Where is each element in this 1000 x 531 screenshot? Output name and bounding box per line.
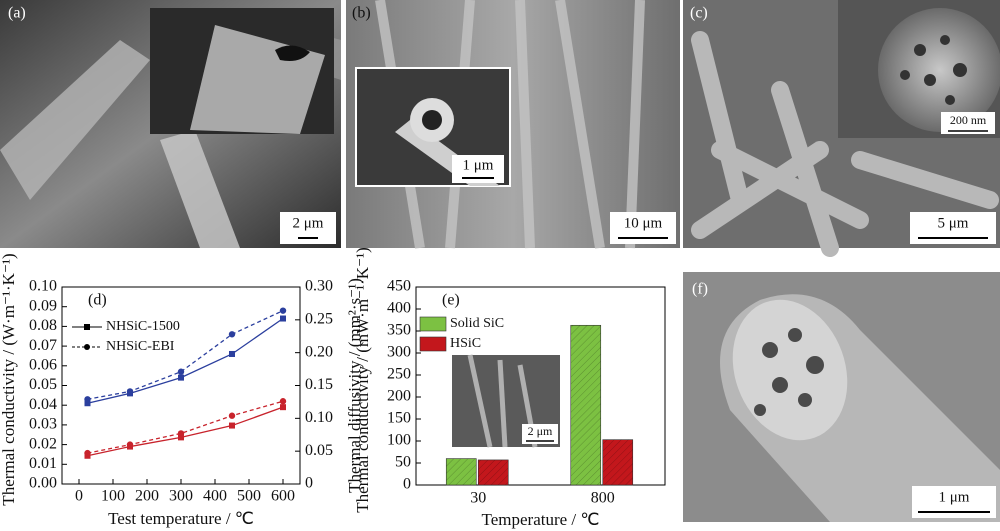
- y-tick-label: 0.02: [29, 435, 57, 452]
- legend-swatch: [419, 316, 447, 332]
- panel-label: (d): [88, 292, 107, 309]
- y-tick-label: 250: [387, 366, 411, 383]
- sem-panel-c: (c) 200 nm 5 μm: [683, 0, 1000, 257]
- point: [178, 374, 184, 381]
- legend-swatch: [419, 336, 447, 352]
- y-tick-label: 0.08: [29, 317, 57, 334]
- scale-bar-label: 10 μm: [624, 215, 663, 231]
- scale-bar-label: 1 μm: [939, 489, 970, 505]
- sem-panel-f: (f) 1 μm: [683, 272, 1000, 522]
- bar-hatch: [570, 325, 601, 485]
- point: [280, 315, 286, 322]
- y-tick-label: 0.00: [29, 475, 57, 492]
- legend-label: HSiC: [450, 336, 481, 351]
- y-tick-label: 0.07: [29, 337, 57, 354]
- point: [177, 430, 185, 437]
- legend-label: NHSiC-EBI: [106, 339, 175, 354]
- y-axis-title: Thermal conductivity / (W·m⁻¹·K⁻¹): [0, 253, 18, 505]
- y-tick-label: 350: [387, 322, 411, 339]
- y-tick-label: 200: [387, 388, 411, 405]
- panel-label: (e): [442, 292, 460, 309]
- point: [126, 388, 134, 395]
- bar-hatch: [478, 459, 509, 485]
- x-tick-label: 600: [271, 488, 295, 505]
- inset-scale-label: 200 nm: [950, 113, 987, 127]
- y-tick-label: 0.10: [305, 409, 333, 426]
- y-tick-label: 50: [395, 454, 411, 471]
- point: [229, 350, 235, 357]
- y-tick-label: 300: [387, 344, 411, 361]
- y-tick-label: 0.10: [29, 278, 57, 295]
- y-tick-label: 0.30: [305, 278, 333, 295]
- plot-frame: [415, 286, 666, 486]
- x-tick-label: 100: [101, 488, 125, 505]
- inset-scale-label: 1 μm: [463, 157, 494, 173]
- y2-axis-title: Thermal diffusivity / (mm²·s⁻¹): [345, 278, 364, 493]
- y-tick-label: 0: [403, 476, 411, 493]
- bar-hatch: [446, 458, 477, 485]
- y-tick-label: 100: [387, 432, 411, 449]
- y-tick-label: 0.25: [305, 311, 333, 328]
- panel-label: (a): [8, 5, 26, 22]
- legend-marker: [84, 324, 90, 330]
- point: [178, 434, 184, 441]
- point: [279, 307, 287, 314]
- panel-label: (f): [692, 281, 708, 298]
- y-tick-label: 0.15: [305, 376, 333, 393]
- inset-scale-label: 2 μm: [528, 424, 553, 438]
- point: [84, 400, 91, 407]
- point: [228, 412, 236, 419]
- y-tick-label: 0.06: [29, 356, 57, 373]
- point: [177, 368, 185, 375]
- point: [229, 422, 235, 429]
- legend-marker: [84, 344, 90, 350]
- scale-bar-label: 2 μm: [293, 215, 324, 231]
- x-tick-label: 500: [237, 488, 261, 505]
- x-tick-label: 0: [75, 488, 83, 505]
- y-tick-label: 150: [387, 410, 411, 427]
- panel-label: (b): [352, 5, 371, 22]
- legend-label: NHSiC-1500: [106, 319, 180, 334]
- bar-hatch: [602, 439, 633, 485]
- x-axis-title: Test temperature / ℃: [108, 509, 254, 528]
- point: [84, 396, 91, 403]
- y-tick-label: 0.04: [29, 396, 57, 413]
- series-line: [87, 400, 284, 454]
- y-tick-label: 0.20: [305, 343, 333, 360]
- y-tick-label: 450: [387, 278, 411, 295]
- point: [228, 331, 236, 338]
- x-tick-label: 800: [591, 490, 615, 507]
- y-tick-label: 400: [387, 300, 411, 317]
- point: [126, 441, 134, 448]
- x-tick-label: 400: [203, 488, 227, 505]
- y-tick-label: 0: [305, 475, 313, 492]
- series-line: [87, 310, 284, 400]
- sem-panel-a: (a) 2 μm: [0, 0, 341, 248]
- scale-bar-label: 5 μm: [938, 215, 969, 231]
- point: [84, 449, 91, 457]
- inset-image: 2 μm: [452, 354, 560, 448]
- y-tick-label: 0.09: [29, 297, 57, 314]
- point: [280, 404, 286, 411]
- plot-frame: [61, 286, 301, 485]
- x-tick-label: 300: [169, 488, 193, 505]
- legend-label: Solid SiC: [450, 316, 504, 331]
- sem-panel-b: (b) 1 μm 10 μm: [346, 0, 680, 249]
- y-tick-label: 0.05: [305, 442, 333, 459]
- y-tick-label: 0.05: [29, 376, 57, 393]
- y-tick-label: 0.03: [29, 416, 57, 433]
- y-tick-label: 0.01: [29, 455, 57, 472]
- x-axis-title: Temperature / ℃: [482, 510, 600, 529]
- x-tick-label: 30: [470, 490, 486, 507]
- point: [279, 398, 287, 405]
- x-tick-label: 200: [135, 488, 159, 505]
- panel-label: (c): [690, 5, 708, 22]
- y-axis-title: Thermal conductivity / (mW·m⁻¹·K⁻¹): [353, 247, 372, 513]
